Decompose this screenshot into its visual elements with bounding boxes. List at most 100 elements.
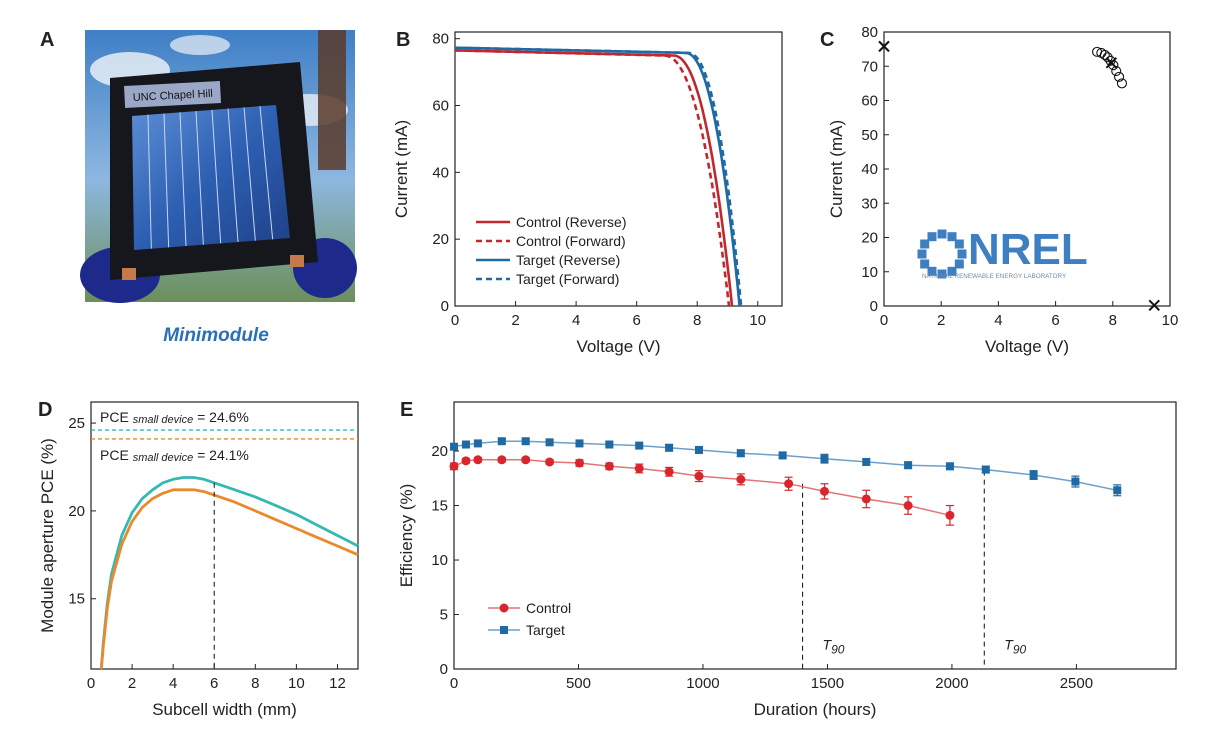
chart-c: 0 2 4 6 8 10 0 10 20 30 40 50 60 70 80 Voltage (V) Curre… xyxy=(827,24,1178,356)
series-line xyxy=(99,488,359,670)
y-tick-label: 20 xyxy=(68,503,85,520)
reference-label-sub: small device xyxy=(133,452,194,464)
data-point xyxy=(1113,486,1122,495)
photo-caption: Minimodule xyxy=(163,325,269,346)
t90-label: T90 xyxy=(823,636,845,656)
nrel-logo-text: NREL xyxy=(968,225,1088,274)
data-point xyxy=(497,437,506,446)
series-line xyxy=(454,46,743,307)
data-point xyxy=(521,455,531,465)
x-tick-label: 0 xyxy=(451,312,459,329)
x-tick-label: 4 xyxy=(169,675,177,692)
x-tick-label: 10 xyxy=(288,675,305,692)
legend-label: Target (Forward) xyxy=(516,271,619,287)
nrel-mark-block xyxy=(920,259,930,269)
x-axis-label: Voltage (V) xyxy=(576,337,660,356)
x-axis-label: Duration (hours) xyxy=(754,700,877,719)
reference-label-prefix: PCE xyxy=(100,409,133,425)
nrel-mark-block xyxy=(937,229,947,239)
data-point xyxy=(604,461,614,471)
data-point xyxy=(1114,71,1125,82)
series-line xyxy=(455,49,731,307)
x-tick-label: 2000 xyxy=(935,675,968,692)
data-point xyxy=(449,461,459,471)
data-point xyxy=(664,467,674,477)
data-point xyxy=(778,451,787,460)
plot-frame xyxy=(453,401,1177,670)
x-tick-label: 2 xyxy=(937,312,945,329)
nrel-mark-block xyxy=(927,266,937,276)
plot-frame xyxy=(90,401,359,670)
cross-stroke xyxy=(878,40,890,53)
nrel-mark-block xyxy=(937,269,947,279)
cross-stroke xyxy=(1105,57,1118,69)
legend-label: Target xyxy=(526,622,565,638)
x-tick-label: 6 xyxy=(1051,312,1059,329)
y-tick-label: 0 xyxy=(440,661,448,678)
reference-label-prefix: PCE xyxy=(100,447,133,463)
y-tick-label: 80 xyxy=(861,24,878,41)
subcell-divider xyxy=(163,113,170,248)
x-axis-label: Voltage (V) xyxy=(985,337,1069,356)
legend-marker xyxy=(500,626,508,634)
data-point xyxy=(545,457,555,467)
minimodule-photo: UNC Chapel Hill xyxy=(80,30,357,303)
data-point xyxy=(1116,78,1128,89)
y-tick-label: 0 xyxy=(870,298,878,315)
chart-d: 0 2 4 6 8 10 12 15 20 25 Subcell width (mm) Module … xyxy=(38,401,359,719)
data-point xyxy=(861,494,871,504)
data-point xyxy=(694,445,703,454)
t90-label-sub: 90 xyxy=(1013,642,1027,656)
y-tick-label: 25 xyxy=(68,415,85,432)
reference-label-sub: small device xyxy=(133,414,194,426)
data-point xyxy=(473,439,482,448)
x-tick-label: 2 xyxy=(128,675,136,692)
data-point xyxy=(1071,477,1080,486)
x-tick-label: 10 xyxy=(749,312,766,329)
data-point xyxy=(635,441,644,450)
y-tick-label: 20 xyxy=(431,443,448,460)
x-tick-label: 8 xyxy=(693,312,701,329)
x-tick-label: 6 xyxy=(210,675,218,692)
t90-label-main: T xyxy=(823,636,833,652)
x-tick-label: 4 xyxy=(994,312,1002,329)
data-point xyxy=(575,439,584,448)
x-tick-label: 12 xyxy=(329,675,346,692)
y-tick-label: 20 xyxy=(861,230,878,247)
x-tick-label: 1500 xyxy=(811,675,844,692)
cross-stroke xyxy=(1148,299,1160,312)
subcell-divider xyxy=(195,111,204,245)
x-tick-label: 0 xyxy=(87,675,95,692)
data-point xyxy=(904,461,913,470)
data-point xyxy=(820,454,829,463)
x-tick-label: 2500 xyxy=(1060,675,1093,692)
plot-frame xyxy=(454,31,783,307)
nrel-logo: NREL NATIONAL RENEWABLE ENERGY LABORATOR… xyxy=(917,225,1088,280)
x-tick-label: 6 xyxy=(632,312,640,329)
nrel-mark-block xyxy=(920,239,930,249)
x-tick-label: 500 xyxy=(566,675,591,692)
data-point xyxy=(605,440,614,449)
nrel-mark-block xyxy=(917,249,927,259)
data-point xyxy=(736,474,746,484)
subcell-divider xyxy=(227,108,239,243)
data-point xyxy=(461,440,470,449)
data-point xyxy=(819,486,829,496)
y-tick-label: 15 xyxy=(68,591,85,608)
module-label: UNC Chapel Hill xyxy=(133,88,214,104)
t90-label-sub: 90 xyxy=(831,642,845,656)
legend-label: Control xyxy=(526,600,571,616)
x-tick-label: 2 xyxy=(511,312,519,329)
x-tick-label: 4 xyxy=(572,312,580,329)
data-point xyxy=(981,465,990,474)
y-axis-label: Module aperture PCE (%) xyxy=(38,438,57,633)
data-point xyxy=(634,463,644,473)
y-tick-label: 80 xyxy=(432,31,449,48)
nrel-mark-block xyxy=(947,232,957,242)
t90-label-main: T xyxy=(1004,636,1014,652)
data-point xyxy=(945,510,955,520)
y-tick-label: 60 xyxy=(432,98,449,115)
subcell-divider xyxy=(211,109,222,244)
y-tick-label: 50 xyxy=(861,127,878,144)
